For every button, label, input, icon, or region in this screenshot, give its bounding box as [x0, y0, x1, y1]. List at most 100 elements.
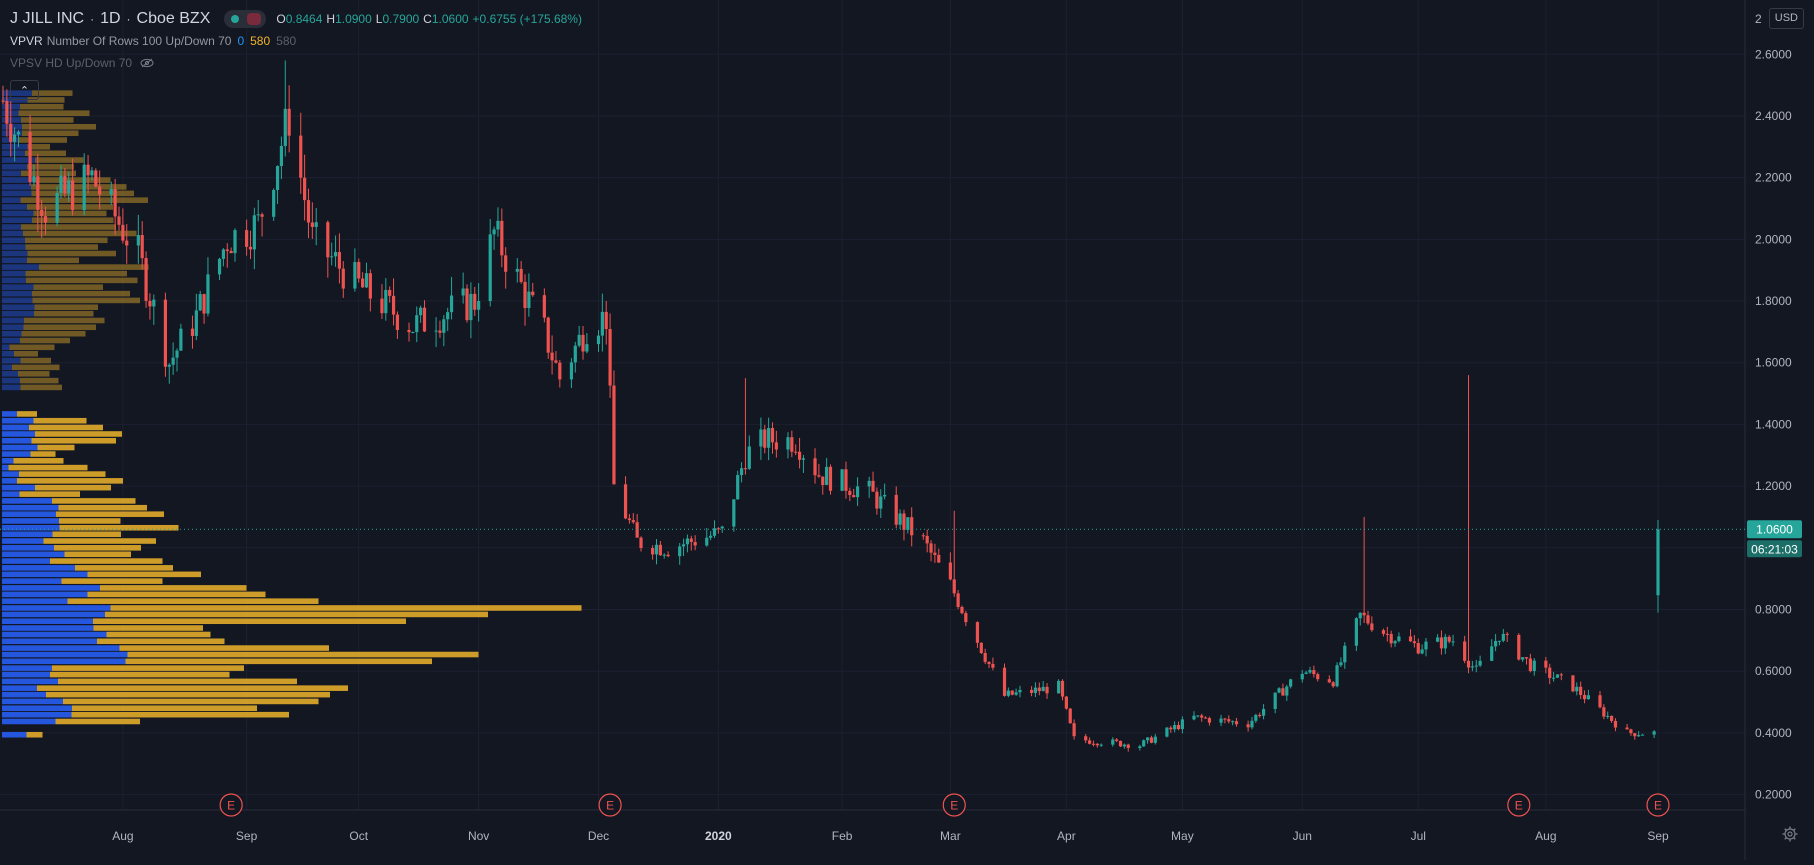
candle: [434, 317, 438, 348]
currency-button[interactable]: USD: [1768, 8, 1804, 29]
volume-profile-up-bar: [2, 631, 107, 638]
candle: [1176, 721, 1181, 731]
candle-body: [287, 108, 291, 136]
candle-body: [902, 513, 906, 530]
candle: [1041, 681, 1045, 692]
candle: [743, 378, 748, 475]
x-tick-label: Nov: [468, 829, 489, 843]
candle: [1385, 626, 1389, 642]
separator-dot: ·: [126, 12, 131, 26]
volume-profile-down-bar: [31, 184, 127, 190]
symbol-name[interactable]: J JILL INC: [10, 10, 85, 27]
volume-profile-down-bar: [33, 284, 103, 290]
candle-body: [631, 520, 635, 523]
volume-profile-up-bar: [2, 330, 22, 337]
candle: [1115, 738, 1119, 743]
candle: [879, 489, 883, 518]
candle-body: [906, 517, 910, 530]
market-status-toggle[interactable]: [224, 10, 267, 28]
candle: [71, 158, 75, 216]
x-tick-label: Aug: [1535, 829, 1556, 843]
candle-body: [90, 170, 94, 176]
candle: [937, 548, 941, 563]
candle-body: [299, 135, 303, 178]
candle-body: [136, 235, 140, 246]
candle-body: [1254, 714, 1258, 721]
candle: [361, 272, 365, 288]
volume-profile-down-bar: [55, 718, 140, 725]
volume-profile-up-bar: [2, 257, 27, 264]
volume-profile-down-bar: [39, 264, 149, 270]
earnings-event-icon[interactable]: E: [598, 793, 622, 817]
y-tick-label: 2.2000: [1755, 171, 1792, 185]
candle-body: [461, 288, 465, 296]
price-axis[interactable]: 2.6000 2.4000 2.2000 2.0000 1.8000 1.6000 1.40…: [1755, 12, 1792, 802]
candle: [1145, 737, 1150, 744]
volume-profile-up-bar: [2, 471, 19, 477]
candle: [1010, 690, 1014, 696]
volume-profile-down-bar: [37, 685, 348, 691]
volume-profile-up-bar: [2, 170, 21, 177]
candle-body: [1289, 679, 1293, 687]
earnings-label: E: [227, 799, 235, 813]
candle-body: [1118, 740, 1123, 747]
time-axis[interactable]: Aug Sep Oct Nov Dec 2020 Feb Mar Apr May Jun Jul Aug…: [112, 829, 1669, 843]
candle: [63, 167, 67, 198]
volume-profile-up-bar: [2, 344, 10, 351]
volume-profile-down-bar: [24, 317, 105, 324]
candle: [693, 535, 697, 551]
candle-body: [194, 310, 198, 336]
volume-profile-up-bar: [2, 504, 59, 511]
candle: [1575, 682, 1579, 696]
indicator-name[interactable]: VPVR: [10, 34, 43, 48]
candle: [770, 422, 775, 454]
indicator-vpvr-row[interactable]: VPVR Number Of Rows 100 Up/Down 70 0 580…: [10, 30, 582, 52]
earnings-event-icon[interactable]: E: [219, 793, 243, 817]
candle-body: [1517, 634, 1521, 660]
earnings-event-icon[interactable]: E: [942, 793, 966, 817]
candle-body: [898, 513, 902, 525]
candle-body: [1196, 715, 1200, 717]
candle: [581, 325, 585, 360]
volume-profile-up-bar: [2, 678, 58, 685]
collapse-legend-button[interactable]: ⌃: [10, 80, 39, 100]
indicator-vpsv-row[interactable]: VPSV HD Up/Down 70: [10, 52, 582, 74]
candle: [1362, 516, 1366, 624]
x-tick-label: May: [1171, 829, 1194, 843]
volume-profile-up-bar: [2, 545, 54, 551]
candle: [569, 358, 574, 389]
candle: [488, 218, 492, 307]
candle: [1470, 660, 1474, 672]
candle: [1045, 683, 1049, 699]
candle-body: [515, 268, 519, 272]
candle: [1200, 713, 1204, 722]
candle-body: [364, 273, 369, 288]
candle-body: [198, 294, 202, 311]
eye-off-icon[interactable]: [140, 58, 154, 68]
volume-profile-down-bar: [50, 558, 163, 564]
candle-body: [1609, 715, 1614, 721]
earnings-label: E: [1515, 799, 1523, 813]
volume-profile-down-bar: [97, 638, 225, 645]
candle: [407, 322, 411, 342]
indicator-name-hidden[interactable]: VPSV HD Up/Down 70: [10, 56, 133, 70]
x-tick-label: Oct: [349, 829, 368, 843]
earnings-label: E: [1654, 799, 1662, 813]
earnings-event-icon[interactable]: E: [1507, 793, 1531, 817]
gear-icon[interactable]: [1782, 826, 1798, 842]
candle: [906, 517, 910, 534]
earnings-event-icon[interactable]: E: [1646, 793, 1670, 817]
candle-body: [1285, 686, 1289, 696]
volume-profile-down-bar: [50, 671, 230, 678]
candle-body: [1033, 687, 1038, 693]
volume-profile-up-bar: [2, 364, 12, 371]
candle: [496, 207, 500, 237]
volume-profile-down-bar: [100, 585, 247, 591]
interval-label[interactable]: 1D: [100, 10, 121, 27]
candle: [542, 288, 546, 323]
candle: [333, 235, 338, 267]
candle-body: [759, 429, 763, 447]
candle-body: [523, 281, 527, 309]
